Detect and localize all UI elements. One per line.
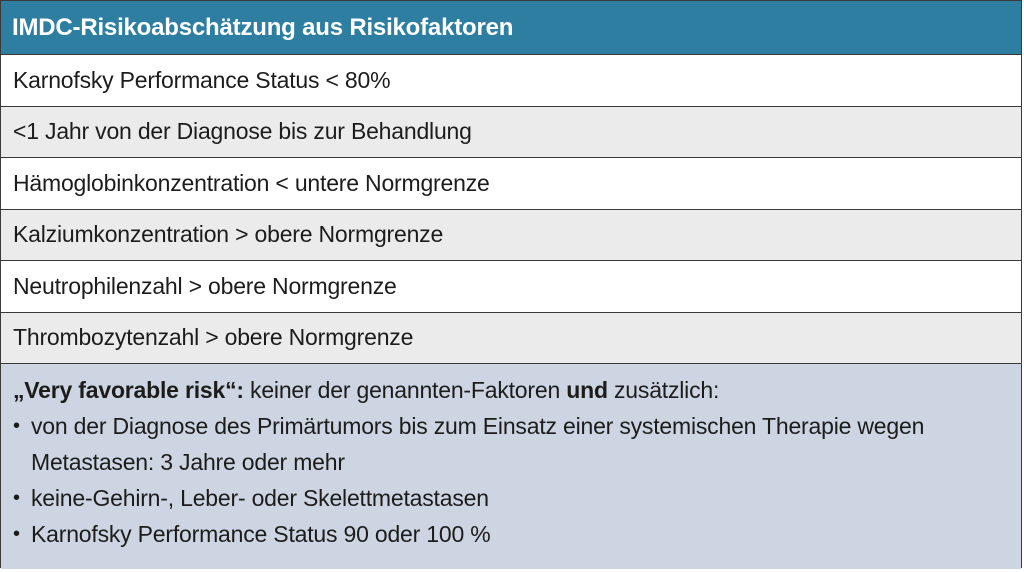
- note-lead-text-1: keiner der genannten-Faktoren: [243, 377, 567, 403]
- note-bullet: • von der Diagnose des Primärtumors bis …: [13, 408, 1009, 480]
- row-text-hemoglobin: Hämoglobinkonzentration < untere Normgre…: [13, 169, 490, 196]
- table-title: IMDC-Risikoabschätzung aus Risikofaktore…: [1, 1, 1021, 55]
- row-text-calcium: Kalziumkonzentration > obere Normgrenze: [13, 221, 444, 248]
- note-lead: „Very favorable risk“: keiner der genann…: [13, 372, 1009, 408]
- note-lead-text-2: zusätzlich:: [607, 377, 720, 403]
- table-row: Karnofsky Performance Status < 80%: [1, 55, 1021, 107]
- note-bullet: • Karnofsky Performance Status 90 oder 1…: [13, 516, 1009, 552]
- bullet-icon: •: [13, 487, 20, 509]
- table-row: Hämoglobinkonzentration < untere Normgre…: [1, 158, 1021, 210]
- row-text-thrombocytes: Thrombozytenzahl > obere Normgrenze: [13, 324, 414, 351]
- bullet-icon: •: [13, 523, 20, 545]
- table-row: <1 Jahr von der Diagnose bis zur Behandl…: [1, 106, 1021, 158]
- bullet-icon: •: [13, 415, 20, 437]
- very-favorable-risk-note: „Very favorable risk“: keiner der genann…: [1, 364, 1021, 569]
- row-text-diagnosis-time: <1 Jahr von der Diagnose bis zur Behandl…: [13, 118, 472, 145]
- table-row: Kalziumkonzentration > obere Normgrenze: [1, 209, 1021, 261]
- note-lead-bold: „Very favorable risk“:: [13, 377, 244, 403]
- note-bullet-text: Karnofsky Performance Status 90 oder 100…: [31, 521, 491, 547]
- table-row: Neutrophilenzahl > obere Normgrenze: [1, 261, 1021, 313]
- table-row: Thrombozytenzahl > obere Normgrenze: [1, 312, 1021, 364]
- row-text-karnofsky: Karnofsky Performance Status < 80%: [13, 66, 391, 93]
- note-bullet-text: keine-Gehirn-, Leber- oder Skelettmetast…: [31, 485, 489, 511]
- note-lead-bold-and: und: [566, 377, 608, 403]
- note-bullet: • keine-Gehirn-, Leber- oder Skelettmeta…: [13, 480, 1009, 516]
- note-bullet-text: von der Diagnose des Primärtumors bis zu…: [31, 413, 925, 475]
- row-text-neutrophils: Neutrophilenzahl > obere Normgrenze: [13, 272, 397, 299]
